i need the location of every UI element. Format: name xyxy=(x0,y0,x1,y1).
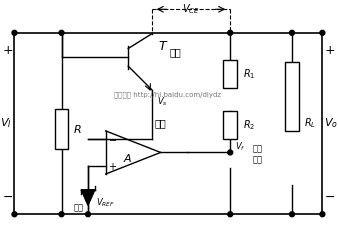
Text: 放大: 放大 xyxy=(169,48,181,57)
Text: $+$: $+$ xyxy=(2,44,13,57)
Text: $V_f$: $V_f$ xyxy=(235,140,246,153)
Circle shape xyxy=(320,30,325,35)
Circle shape xyxy=(59,30,64,35)
Circle shape xyxy=(12,30,17,35)
Text: $V_I$: $V_I$ xyxy=(0,116,11,130)
Text: $R_1$: $R_1$ xyxy=(243,67,255,81)
Text: $A$: $A$ xyxy=(122,152,132,164)
Circle shape xyxy=(228,212,233,217)
Text: $-$: $-$ xyxy=(108,134,117,144)
Circle shape xyxy=(12,212,17,217)
Text: 比较: 比较 xyxy=(155,118,166,128)
Bar xyxy=(285,62,299,131)
Circle shape xyxy=(290,30,294,35)
Text: $+$: $+$ xyxy=(323,44,335,57)
Bar xyxy=(55,109,68,148)
Circle shape xyxy=(228,150,233,155)
Polygon shape xyxy=(81,190,95,206)
Text: $V_{REF}$: $V_{REF}$ xyxy=(96,196,115,209)
Text: $-$: $-$ xyxy=(324,190,335,203)
Text: $R_2$: $R_2$ xyxy=(243,118,255,132)
Text: 基准: 基准 xyxy=(74,203,84,212)
Circle shape xyxy=(320,212,325,217)
Circle shape xyxy=(228,30,233,35)
Bar xyxy=(223,111,237,139)
Text: $V_{CE}$: $V_{CE}$ xyxy=(182,2,200,16)
Text: 电压: 电压 xyxy=(253,156,263,165)
Circle shape xyxy=(86,212,91,217)
Text: 取样: 取样 xyxy=(253,144,263,153)
Text: $V_o$: $V_o$ xyxy=(324,116,338,130)
Text: $V_s$: $V_s$ xyxy=(156,95,167,108)
Text: $-$: $-$ xyxy=(2,190,13,203)
Circle shape xyxy=(59,212,64,217)
Text: $+$: $+$ xyxy=(108,161,117,172)
Text: $T$: $T$ xyxy=(158,40,168,53)
Bar xyxy=(223,60,237,88)
Text: $R$: $R$ xyxy=(73,123,82,135)
Text: $R_L$: $R_L$ xyxy=(304,116,316,130)
Circle shape xyxy=(290,212,294,217)
Text: 成志电子 http://hi.baidu.com/diydz: 成志电子 http://hi.baidu.com/diydz xyxy=(114,91,221,98)
